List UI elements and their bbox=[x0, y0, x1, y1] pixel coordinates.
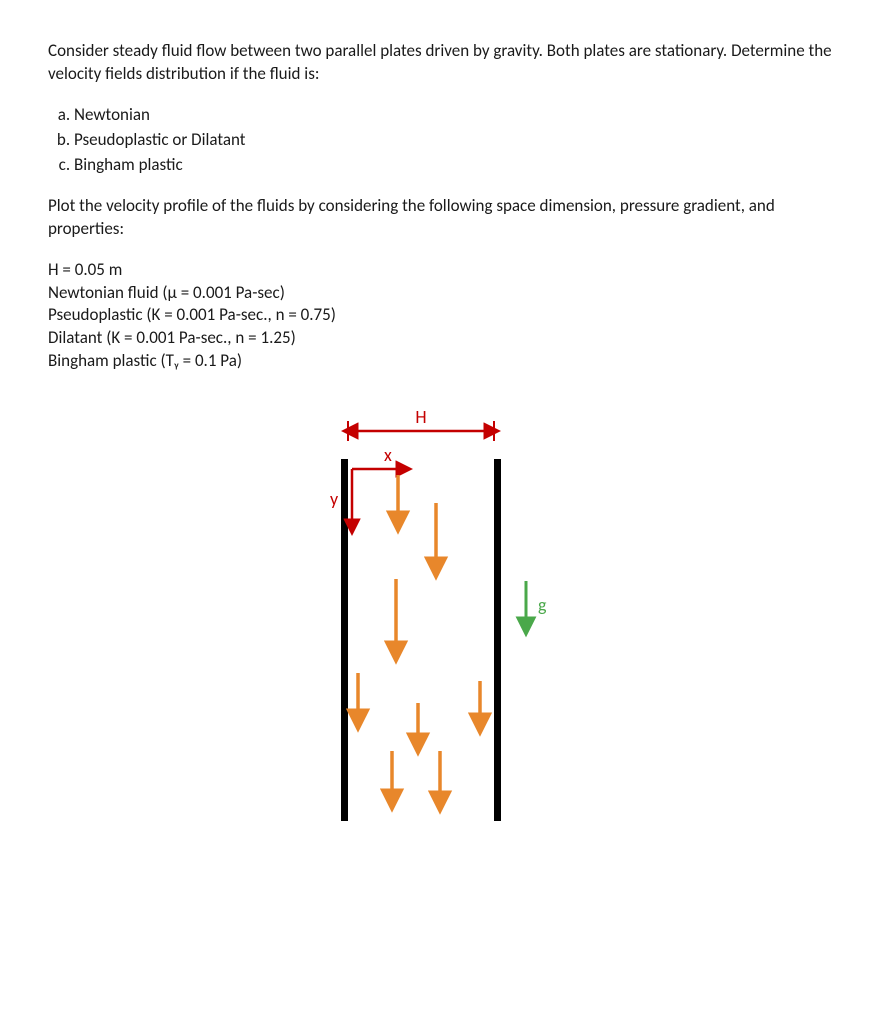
question-list: Newtonian Pseudoplastic or Dilatant Bing… bbox=[48, 104, 836, 177]
param-newtonian: Newtonian fluid (μ = 0.001 Pa-sec) bbox=[48, 282, 836, 305]
y-label: y bbox=[330, 488, 339, 510]
parameter-block: H = 0.05 m Newtonian fluid (μ = 0.001 Pa… bbox=[48, 259, 836, 374]
right-plate bbox=[494, 459, 501, 821]
dim-H-label: H bbox=[415, 406, 426, 428]
param-dilatant: Dilatant (K = 0.001 Pa-sec., n = 1.25) bbox=[48, 327, 836, 350]
x-label: x bbox=[384, 444, 392, 466]
param-pseudoplastic: Pseudoplastic (K = 0.001 Pa-sec., n = 0.… bbox=[48, 304, 836, 327]
question-item-b: Pseudoplastic or Dilatant bbox=[74, 129, 836, 152]
left-plate bbox=[341, 459, 348, 821]
param-bingham: Bingham plastic (Tᵧ = 0.1 Pa) bbox=[48, 350, 836, 373]
problem-intro: Consider steady fluid flow between two p… bbox=[48, 40, 836, 86]
plot-instructions: Plot the velocity profile of the fluids … bbox=[48, 195, 836, 241]
param-H: H = 0.05 m bbox=[48, 259, 836, 282]
channel-flow-figure: Hx y g bbox=[302, 401, 582, 821]
question-item-a: Newtonian bbox=[74, 104, 836, 127]
gravity-label: g bbox=[538, 594, 547, 616]
question-item-c: Bingham plastic bbox=[74, 154, 836, 177]
